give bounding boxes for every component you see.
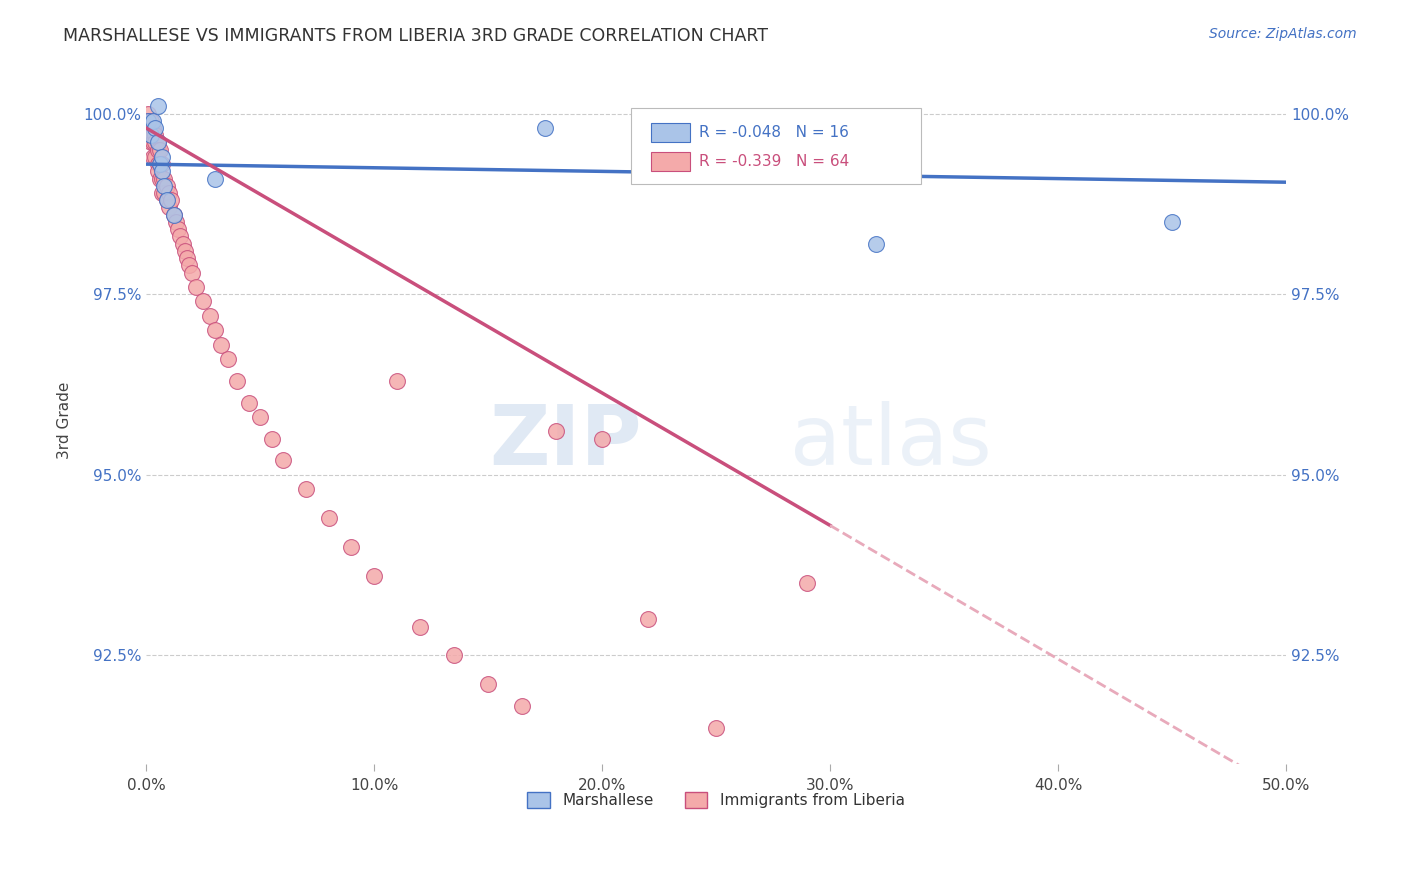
Point: [146, 157, 169, 171]
Point: [385, 374, 408, 388]
Point: [443, 648, 465, 663]
Point: [271, 453, 294, 467]
Point: [157, 201, 180, 215]
Point: [138, 113, 160, 128]
Text: MARSHALLESE VS IMMIGRANTS FROM LIBERIA 3RD GRADE CORRELATION CHART: MARSHALLESE VS IMMIGRANTS FROM LIBERIA 3…: [63, 27, 768, 45]
Point: [146, 136, 169, 150]
Point: [139, 128, 162, 143]
Text: R = -0.339   N = 64: R = -0.339 N = 64: [699, 154, 849, 169]
Point: [294, 483, 316, 497]
Point: [204, 171, 226, 186]
Point: [153, 171, 176, 186]
Point: [139, 121, 162, 136]
Point: [340, 540, 363, 554]
Point: [179, 258, 201, 272]
Point: [146, 99, 169, 113]
Point: [149, 143, 172, 157]
Point: [174, 244, 197, 258]
Point: [591, 432, 613, 446]
Point: [204, 323, 226, 337]
Point: [150, 157, 173, 171]
Point: [142, 136, 165, 150]
Point: [153, 186, 176, 200]
Point: [249, 410, 271, 425]
Point: [143, 150, 166, 164]
Point: [143, 136, 166, 150]
Point: [138, 106, 160, 120]
Point: [149, 157, 172, 171]
Point: [191, 294, 214, 309]
Point: [477, 677, 499, 691]
Legend: Marshallese, Immigrants from Liberia: Marshallese, Immigrants from Liberia: [522, 787, 911, 814]
Point: [146, 143, 169, 157]
Point: [318, 511, 340, 525]
Point: [149, 157, 172, 171]
Point: [139, 113, 162, 128]
Point: [142, 113, 165, 128]
Point: [150, 164, 173, 178]
Point: [209, 338, 232, 352]
Point: [186, 280, 208, 294]
Point: [226, 374, 249, 388]
Point: [156, 178, 179, 193]
Text: ZIP: ZIP: [489, 401, 643, 482]
FancyBboxPatch shape: [651, 153, 690, 171]
Point: [156, 194, 179, 208]
Point: [169, 229, 191, 244]
Point: [180, 266, 202, 280]
Point: [146, 164, 169, 178]
Point: [176, 251, 198, 265]
Point: [142, 128, 165, 143]
Point: [167, 222, 190, 236]
Point: [138, 121, 160, 136]
Point: [704, 721, 727, 735]
Point: [139, 136, 162, 150]
Point: [150, 150, 173, 164]
Text: R = -0.048   N = 16: R = -0.048 N = 16: [699, 125, 849, 140]
Point: [150, 171, 173, 186]
Point: [165, 215, 187, 229]
Point: [1161, 215, 1184, 229]
Point: [546, 425, 568, 439]
Point: [409, 619, 432, 633]
Text: Source: ZipAtlas.com: Source: ZipAtlas.com: [1209, 27, 1357, 41]
Point: [143, 121, 166, 136]
Point: [260, 432, 283, 446]
Point: [238, 395, 260, 409]
Point: [153, 178, 176, 193]
Point: [150, 186, 173, 200]
Point: [198, 309, 221, 323]
Point: [146, 136, 169, 150]
Point: [363, 569, 385, 583]
Point: [796, 576, 818, 591]
Point: [143, 128, 166, 143]
Text: atlas: atlas: [790, 401, 991, 482]
Point: [162, 208, 184, 222]
Point: [142, 150, 165, 164]
FancyBboxPatch shape: [630, 108, 921, 184]
Point: [217, 352, 239, 367]
Point: [510, 698, 533, 713]
Point: [865, 236, 887, 251]
Point: [142, 121, 165, 136]
Point: [138, 113, 160, 128]
Point: [172, 236, 194, 251]
Point: [162, 208, 184, 222]
Point: [160, 194, 183, 208]
Y-axis label: 3rd Grade: 3rd Grade: [58, 382, 72, 459]
Point: [149, 171, 172, 186]
Point: [637, 612, 659, 626]
Point: [534, 121, 557, 136]
Point: [156, 194, 179, 208]
FancyBboxPatch shape: [651, 123, 690, 142]
Point: [157, 186, 180, 200]
